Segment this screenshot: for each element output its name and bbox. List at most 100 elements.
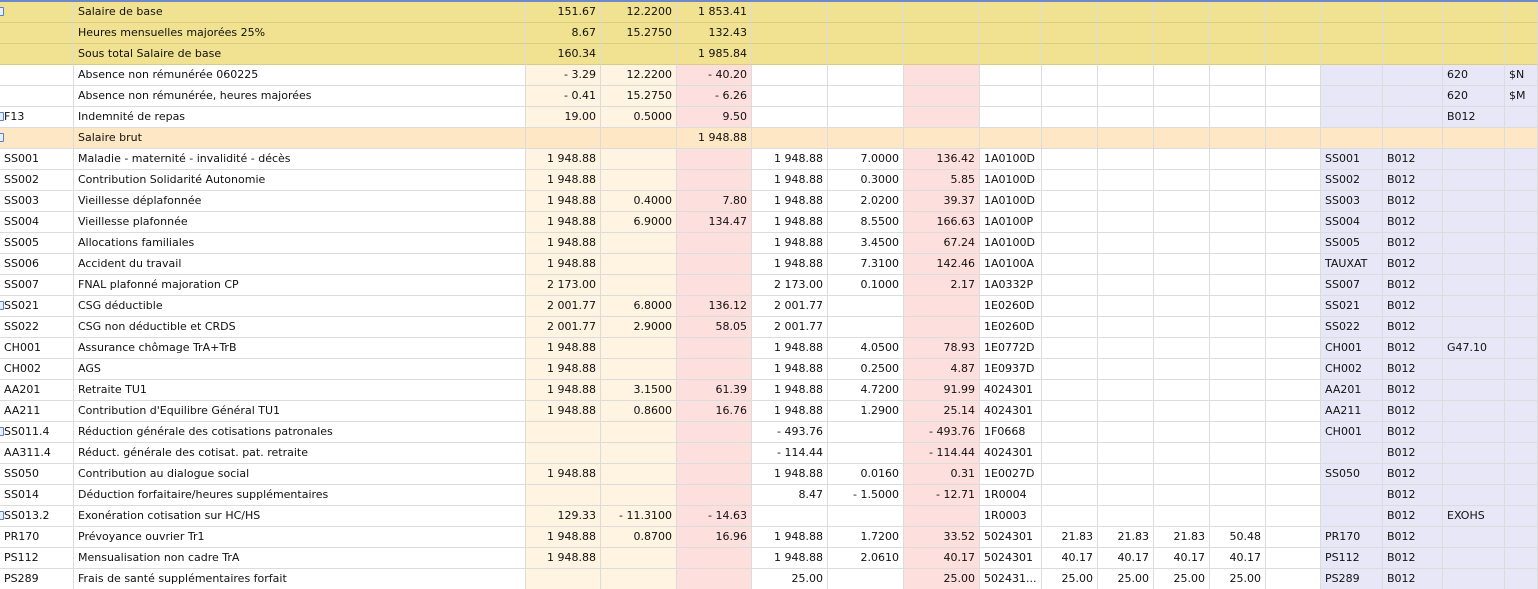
- label-cell[interactable]: Mensualisation non cadre TrA: [74, 548, 526, 569]
- group-code-cell[interactable]: [1383, 65, 1443, 86]
- code-cell[interactable]: AA201: [0, 380, 74, 401]
- extra-2-cell[interactable]: [1098, 23, 1154, 44]
- group-code-cell[interactable]: B012: [1383, 296, 1443, 317]
- rubric-code-cell[interactable]: [1321, 86, 1383, 107]
- extra-1-cell[interactable]: [1042, 422, 1098, 443]
- table-row[interactable]: CH002 AGS 1 948.88 1 948.88 0.2500 4.87 1E0937…: [0, 359, 1538, 380]
- extra-2-cell[interactable]: [1098, 149, 1154, 170]
- extra-4-cell[interactable]: [1210, 107, 1266, 128]
- group-code-cell[interactable]: [1383, 107, 1443, 128]
- emp-base-cell[interactable]: 1 948.88: [752, 464, 828, 485]
- group-code-cell[interactable]: [1383, 44, 1443, 65]
- emp-rate-cell[interactable]: [828, 65, 904, 86]
- table-row[interactable]: SS050 Contribution au dialogue social 1 94…: [0, 464, 1538, 485]
- account-cell[interactable]: [980, 44, 1042, 65]
- base-cell[interactable]: 1 948.88: [526, 548, 601, 569]
- amount-cell[interactable]: [677, 254, 752, 275]
- flag-cell[interactable]: [1505, 107, 1538, 128]
- emp-base-cell[interactable]: [752, 86, 828, 107]
- extra-4-cell[interactable]: [1210, 380, 1266, 401]
- rate-cell[interactable]: [601, 170, 677, 191]
- group-code-cell[interactable]: B012: [1383, 485, 1443, 506]
- emp-amount-cell[interactable]: - 114.44: [904, 443, 980, 464]
- emp-amount-cell[interactable]: 0.31: [904, 464, 980, 485]
- extra-code-cell[interactable]: EXOHS: [1443, 506, 1505, 527]
- extra-3-cell[interactable]: [1154, 86, 1210, 107]
- rate-cell[interactable]: 15.2750: [601, 86, 677, 107]
- emp-rate-cell[interactable]: [828, 569, 904, 589]
- amount-cell[interactable]: 136.12: [677, 296, 752, 317]
- base-cell[interactable]: 8.67: [526, 23, 601, 44]
- extra-1-cell[interactable]: [1042, 65, 1098, 86]
- group-code-cell[interactable]: B012: [1383, 275, 1443, 296]
- spacer-cell[interactable]: [1266, 44, 1321, 65]
- amount-cell[interactable]: 9.50: [677, 107, 752, 128]
- rate-cell[interactable]: [601, 359, 677, 380]
- extra-4-cell[interactable]: [1210, 464, 1266, 485]
- emp-rate-cell[interactable]: 1.2900: [828, 401, 904, 422]
- emp-rate-cell[interactable]: 2.0200: [828, 191, 904, 212]
- extra-code-cell[interactable]: [1443, 296, 1505, 317]
- code-cell[interactable]: PS112: [0, 548, 74, 569]
- extra-3-cell[interactable]: [1154, 212, 1210, 233]
- extra-1-cell[interactable]: [1042, 275, 1098, 296]
- base-cell[interactable]: 1 948.88: [526, 380, 601, 401]
- flag-cell[interactable]: [1505, 191, 1538, 212]
- base-cell[interactable]: 129.33: [526, 506, 601, 527]
- extra-3-cell[interactable]: [1154, 317, 1210, 338]
- flag-cell[interactable]: [1505, 44, 1538, 65]
- emp-amount-cell[interactable]: [904, 44, 980, 65]
- group-code-cell[interactable]: B012: [1383, 464, 1443, 485]
- table-row[interactable]: SS006 Accident du travail 1 948.88 1 948.88…: [0, 254, 1538, 275]
- emp-rate-cell[interactable]: [828, 23, 904, 44]
- account-cell[interactable]: 1R0003: [980, 506, 1042, 527]
- extra-4-cell[interactable]: [1210, 65, 1266, 86]
- code-cell[interactable]: [0, 65, 74, 86]
- extra-2-cell[interactable]: [1098, 2, 1154, 23]
- flag-cell[interactable]: [1505, 527, 1538, 548]
- extra-code-cell[interactable]: [1443, 527, 1505, 548]
- extra-code-cell[interactable]: [1443, 422, 1505, 443]
- amount-cell[interactable]: [677, 464, 752, 485]
- base-cell[interactable]: - 3.29: [526, 65, 601, 86]
- rubric-code-cell[interactable]: [1321, 443, 1383, 464]
- spacer-cell[interactable]: [1266, 338, 1321, 359]
- base-cell[interactable]: [526, 485, 601, 506]
- flag-cell[interactable]: [1505, 548, 1538, 569]
- emp-rate-cell[interactable]: [828, 44, 904, 65]
- emp-amount-cell[interactable]: [904, 317, 980, 338]
- emp-base-cell[interactable]: 1 948.88: [752, 527, 828, 548]
- flag-cell[interactable]: [1505, 2, 1538, 23]
- account-cell[interactable]: 1A0332P: [980, 275, 1042, 296]
- table-row[interactable]: SS011.4 Réduction générale des cotisation…: [0, 422, 1538, 443]
- spacer-cell[interactable]: [1266, 149, 1321, 170]
- extra-1-cell[interactable]: 21.83: [1042, 527, 1098, 548]
- spacer-cell[interactable]: [1266, 569, 1321, 589]
- flag-cell[interactable]: [1505, 170, 1538, 191]
- rubric-code-cell[interactable]: SS004: [1321, 212, 1383, 233]
- emp-base-cell[interactable]: [752, 65, 828, 86]
- group-code-cell[interactable]: B012: [1383, 527, 1443, 548]
- emp-rate-cell[interactable]: 0.0160: [828, 464, 904, 485]
- extra-2-cell[interactable]: [1098, 443, 1154, 464]
- extra-code-cell[interactable]: [1443, 191, 1505, 212]
- spacer-cell[interactable]: [1266, 170, 1321, 191]
- code-cell[interactable]: SS003: [0, 191, 74, 212]
- rubric-code-cell[interactable]: [1321, 107, 1383, 128]
- table-row[interactable]: SS005 Allocations familiales 1 948.88 1 948…: [0, 233, 1538, 254]
- table-row[interactable]: SS021 CSG déductible 2 001.77 6.8000 136.12 2…: [0, 296, 1538, 317]
- extra-3-cell[interactable]: 40.17: [1154, 548, 1210, 569]
- rate-cell[interactable]: [601, 569, 677, 589]
- extra-2-cell[interactable]: 21.83: [1098, 527, 1154, 548]
- base-cell[interactable]: 1 948.88: [526, 212, 601, 233]
- code-cell[interactable]: SS022: [0, 317, 74, 338]
- flag-cell[interactable]: [1505, 212, 1538, 233]
- label-cell[interactable]: Retraite TU1: [74, 380, 526, 401]
- spacer-cell[interactable]: [1266, 233, 1321, 254]
- emp-amount-cell[interactable]: 78.93: [904, 338, 980, 359]
- rate-cell[interactable]: 12.2200: [601, 2, 677, 23]
- base-cell[interactable]: 1 948.88: [526, 170, 601, 191]
- extra-3-cell[interactable]: [1154, 65, 1210, 86]
- amount-cell[interactable]: 7.80: [677, 191, 752, 212]
- spacer-cell[interactable]: [1266, 317, 1321, 338]
